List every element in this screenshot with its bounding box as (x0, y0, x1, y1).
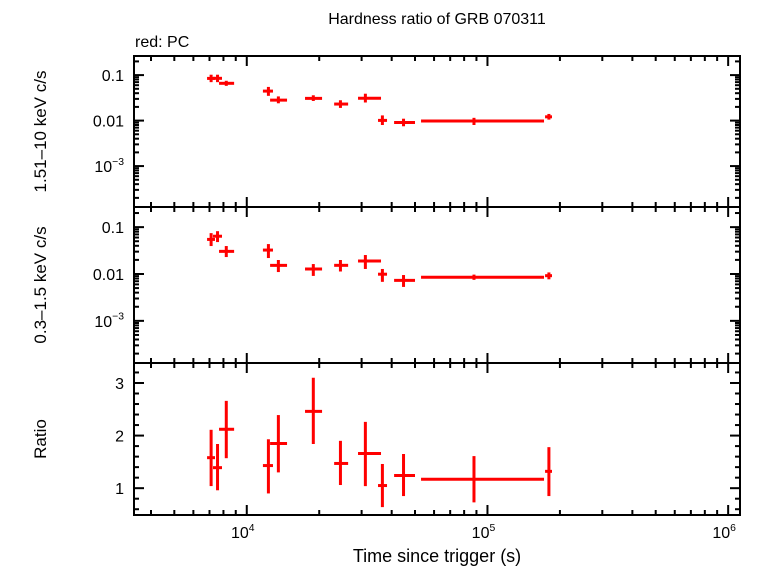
panel-3: 1 2 3 Ratio (31, 362, 741, 516)
data-point (305, 264, 323, 276)
y-tick-label: 0.1 (102, 220, 124, 237)
chart-title: Hardness ratio of GRB 070311 (328, 11, 546, 28)
data-point (219, 80, 235, 86)
panel-frame (133, 55, 741, 208)
x-tick-label: 105 (472, 523, 496, 542)
data-point (334, 100, 349, 108)
y-tick-label: 0.1 (102, 68, 124, 85)
x-axis-label: Time since trigger (s) (353, 546, 521, 566)
y-tick-label: 2 (115, 429, 124, 446)
y-axis-label: 1.51–10 keV c/s (31, 71, 50, 193)
y-axis-label: Ratio (31, 419, 50, 459)
data-point (394, 453, 416, 497)
data-point (305, 95, 323, 101)
data-point (213, 74, 222, 83)
panel-1: 0.1 0.01 10−3 1.51–10 keV c/s (31, 55, 741, 208)
data-point (262, 86, 273, 96)
data-point (305, 377, 323, 444)
data-point (262, 244, 273, 259)
data-point (207, 233, 216, 247)
data-point (213, 443, 222, 491)
data-point (358, 421, 382, 487)
data-point (270, 415, 288, 473)
data-point (270, 96, 288, 104)
y-axis-label: 0.3–1.5 keV c/s (31, 226, 50, 343)
data-point (262, 439, 273, 494)
data-point (421, 274, 545, 280)
data-point (334, 440, 349, 486)
y-tick-label: 3 (115, 376, 124, 393)
y-tick-label: 1 (115, 481, 124, 498)
plot-area: 0.1 0.01 10−3 1.51–10 keV c/s 0.1 0.01 10−3 0.3… (31, 55, 741, 542)
x-tick-label: 106 (712, 523, 736, 542)
data-point (378, 115, 388, 125)
data-point (219, 246, 235, 258)
data-point (394, 275, 416, 287)
x-tick-label: 104 (231, 523, 255, 542)
data-point (207, 429, 216, 487)
data-point (358, 93, 382, 103)
panel-frame (133, 206, 741, 364)
data-point (421, 456, 545, 503)
panel-2: 0.1 0.01 10−3 0.3–1.5 keV c/s (31, 206, 741, 364)
y-tick-label: 0.01 (93, 114, 124, 131)
data-point (378, 268, 388, 282)
data-point (378, 463, 388, 508)
chart-subtitle: red: PC (135, 34, 189, 51)
data-point (545, 113, 552, 120)
y-tick-label: 10−3 (94, 157, 124, 176)
data-point (213, 231, 222, 243)
data-point (334, 259, 349, 272)
y-tick-label: 10−3 (94, 312, 124, 331)
y-tick-label: 0.01 (93, 267, 124, 284)
data-point (358, 255, 382, 269)
data-point (421, 117, 545, 125)
panel-frame (133, 362, 741, 516)
data-point (394, 118, 416, 127)
data-point (545, 272, 552, 280)
data-point (270, 259, 288, 273)
data-point (545, 447, 552, 497)
data-point (219, 400, 235, 459)
